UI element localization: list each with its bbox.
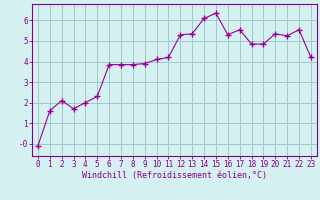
- X-axis label: Windchill (Refroidissement éolien,°C): Windchill (Refroidissement éolien,°C): [82, 171, 267, 180]
